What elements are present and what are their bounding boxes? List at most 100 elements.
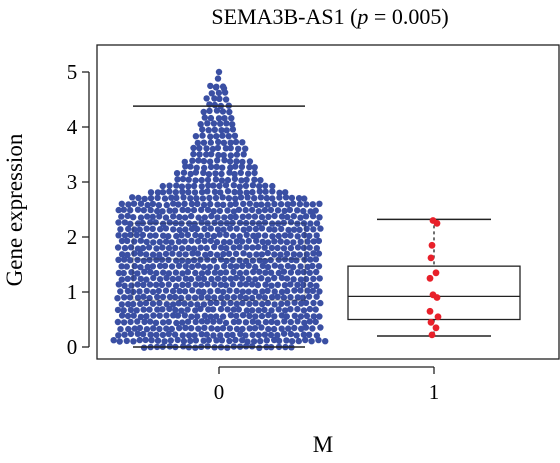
group-0-point [250, 268, 257, 276]
group-0-point [201, 312, 209, 319]
group-0-point [269, 188, 276, 195]
group-0-point [217, 189, 224, 196]
group-0-point [240, 250, 247, 257]
group-0-point [181, 200, 188, 207]
group-0-point [310, 299, 317, 307]
group-0-point [255, 307, 262, 314]
group-0-point [280, 245, 288, 252]
group-0-point [243, 307, 251, 314]
group-0-point [182, 275, 190, 282]
group-0-point [204, 206, 212, 213]
group-0-point [225, 195, 233, 202]
group-0-point [290, 251, 298, 258]
group-0-point [156, 325, 163, 333]
group-0-point [206, 263, 214, 271]
group-0-point [207, 200, 214, 208]
group-0-point [225, 133, 232, 140]
group-0-point [232, 250, 240, 257]
group-0-point [297, 214, 304, 221]
group-0-point [310, 313, 317, 320]
group-0-point [124, 237, 131, 245]
group-0-point [284, 300, 291, 307]
group-0-point [300, 268, 307, 276]
group-0-point [173, 232, 180, 240]
group-0-point [187, 195, 194, 202]
group-0-point [187, 275, 195, 283]
group-0-point [310, 275, 317, 282]
group-0-point [224, 294, 231, 301]
group-0-point [271, 226, 278, 233]
group-0-point [176, 213, 183, 221]
group-0-point [209, 145, 217, 153]
group-0-point [250, 232, 257, 239]
group-0-point [134, 220, 142, 227]
group-0-point [189, 157, 196, 164]
group-0-point [125, 201, 132, 208]
group-0-point [148, 337, 155, 344]
group-0-point [184, 318, 192, 325]
group-0-point [306, 269, 313, 276]
group-0-point [252, 276, 259, 283]
group-0-point [252, 300, 259, 307]
group-0-point [240, 151, 247, 158]
group-1-point [427, 254, 435, 262]
group-0-point [115, 256, 122, 263]
group-0-point [162, 238, 170, 245]
group-0-point [207, 299, 214, 307]
group-0-point [136, 324, 144, 332]
title-p-value: = 0.005 [374, 4, 441, 29]
group-0-point [218, 337, 226, 344]
group-0-point [297, 238, 304, 245]
group-0-point [238, 238, 246, 245]
group-0-point [199, 126, 206, 133]
group-0-point [179, 281, 186, 288]
group-0-point [143, 287, 150, 295]
group-0-point [251, 195, 258, 202]
group-0-point [144, 213, 151, 220]
group-0-point [149, 251, 157, 258]
group-0-point [277, 263, 284, 270]
group-0-point [282, 189, 289, 196]
group-0-point [154, 207, 161, 215]
group-0-point [192, 231, 199, 239]
group-0-point [210, 318, 217, 325]
group-0-point [264, 239, 272, 246]
group-0-point [204, 318, 211, 325]
group-0-point [150, 325, 157, 332]
group-0-point [301, 256, 308, 263]
group-0-point [253, 201, 260, 208]
group-0-point [259, 238, 266, 246]
group-0-point [153, 256, 160, 263]
group-0-point [184, 306, 191, 313]
group-0-point [123, 337, 130, 345]
group-0-point [166, 188, 173, 195]
group-0-point [233, 225, 240, 232]
group-0-point [197, 121, 204, 128]
group-0-point [236, 233, 243, 240]
group-0-point [256, 344, 263, 351]
group-0-point [312, 256, 320, 263]
group-0-point [201, 164, 208, 172]
group-1-point [433, 294, 441, 301]
group-0-point [291, 312, 298, 319]
group-0-point [134, 294, 142, 301]
group-0-point [179, 270, 186, 277]
group-0-point [185, 189, 192, 196]
group-0-point [289, 200, 297, 207]
group-0-point [195, 214, 202, 221]
group-0-point [251, 164, 258, 171]
group-0-point [204, 120, 211, 127]
group-0-point [166, 182, 173, 189]
group-0-point [121, 331, 128, 338]
group-0-point [203, 145, 210, 152]
group-0-point [249, 219, 256, 227]
group-0-point [294, 281, 301, 289]
group-0-point [306, 305, 314, 313]
group-0-point [239, 213, 246, 220]
group-0-point [304, 238, 311, 245]
group-0-point [198, 188, 206, 196]
group-0-point [204, 176, 212, 184]
group-0-point [233, 312, 240, 320]
group-0-point [290, 226, 298, 233]
group-0-point [149, 213, 156, 220]
